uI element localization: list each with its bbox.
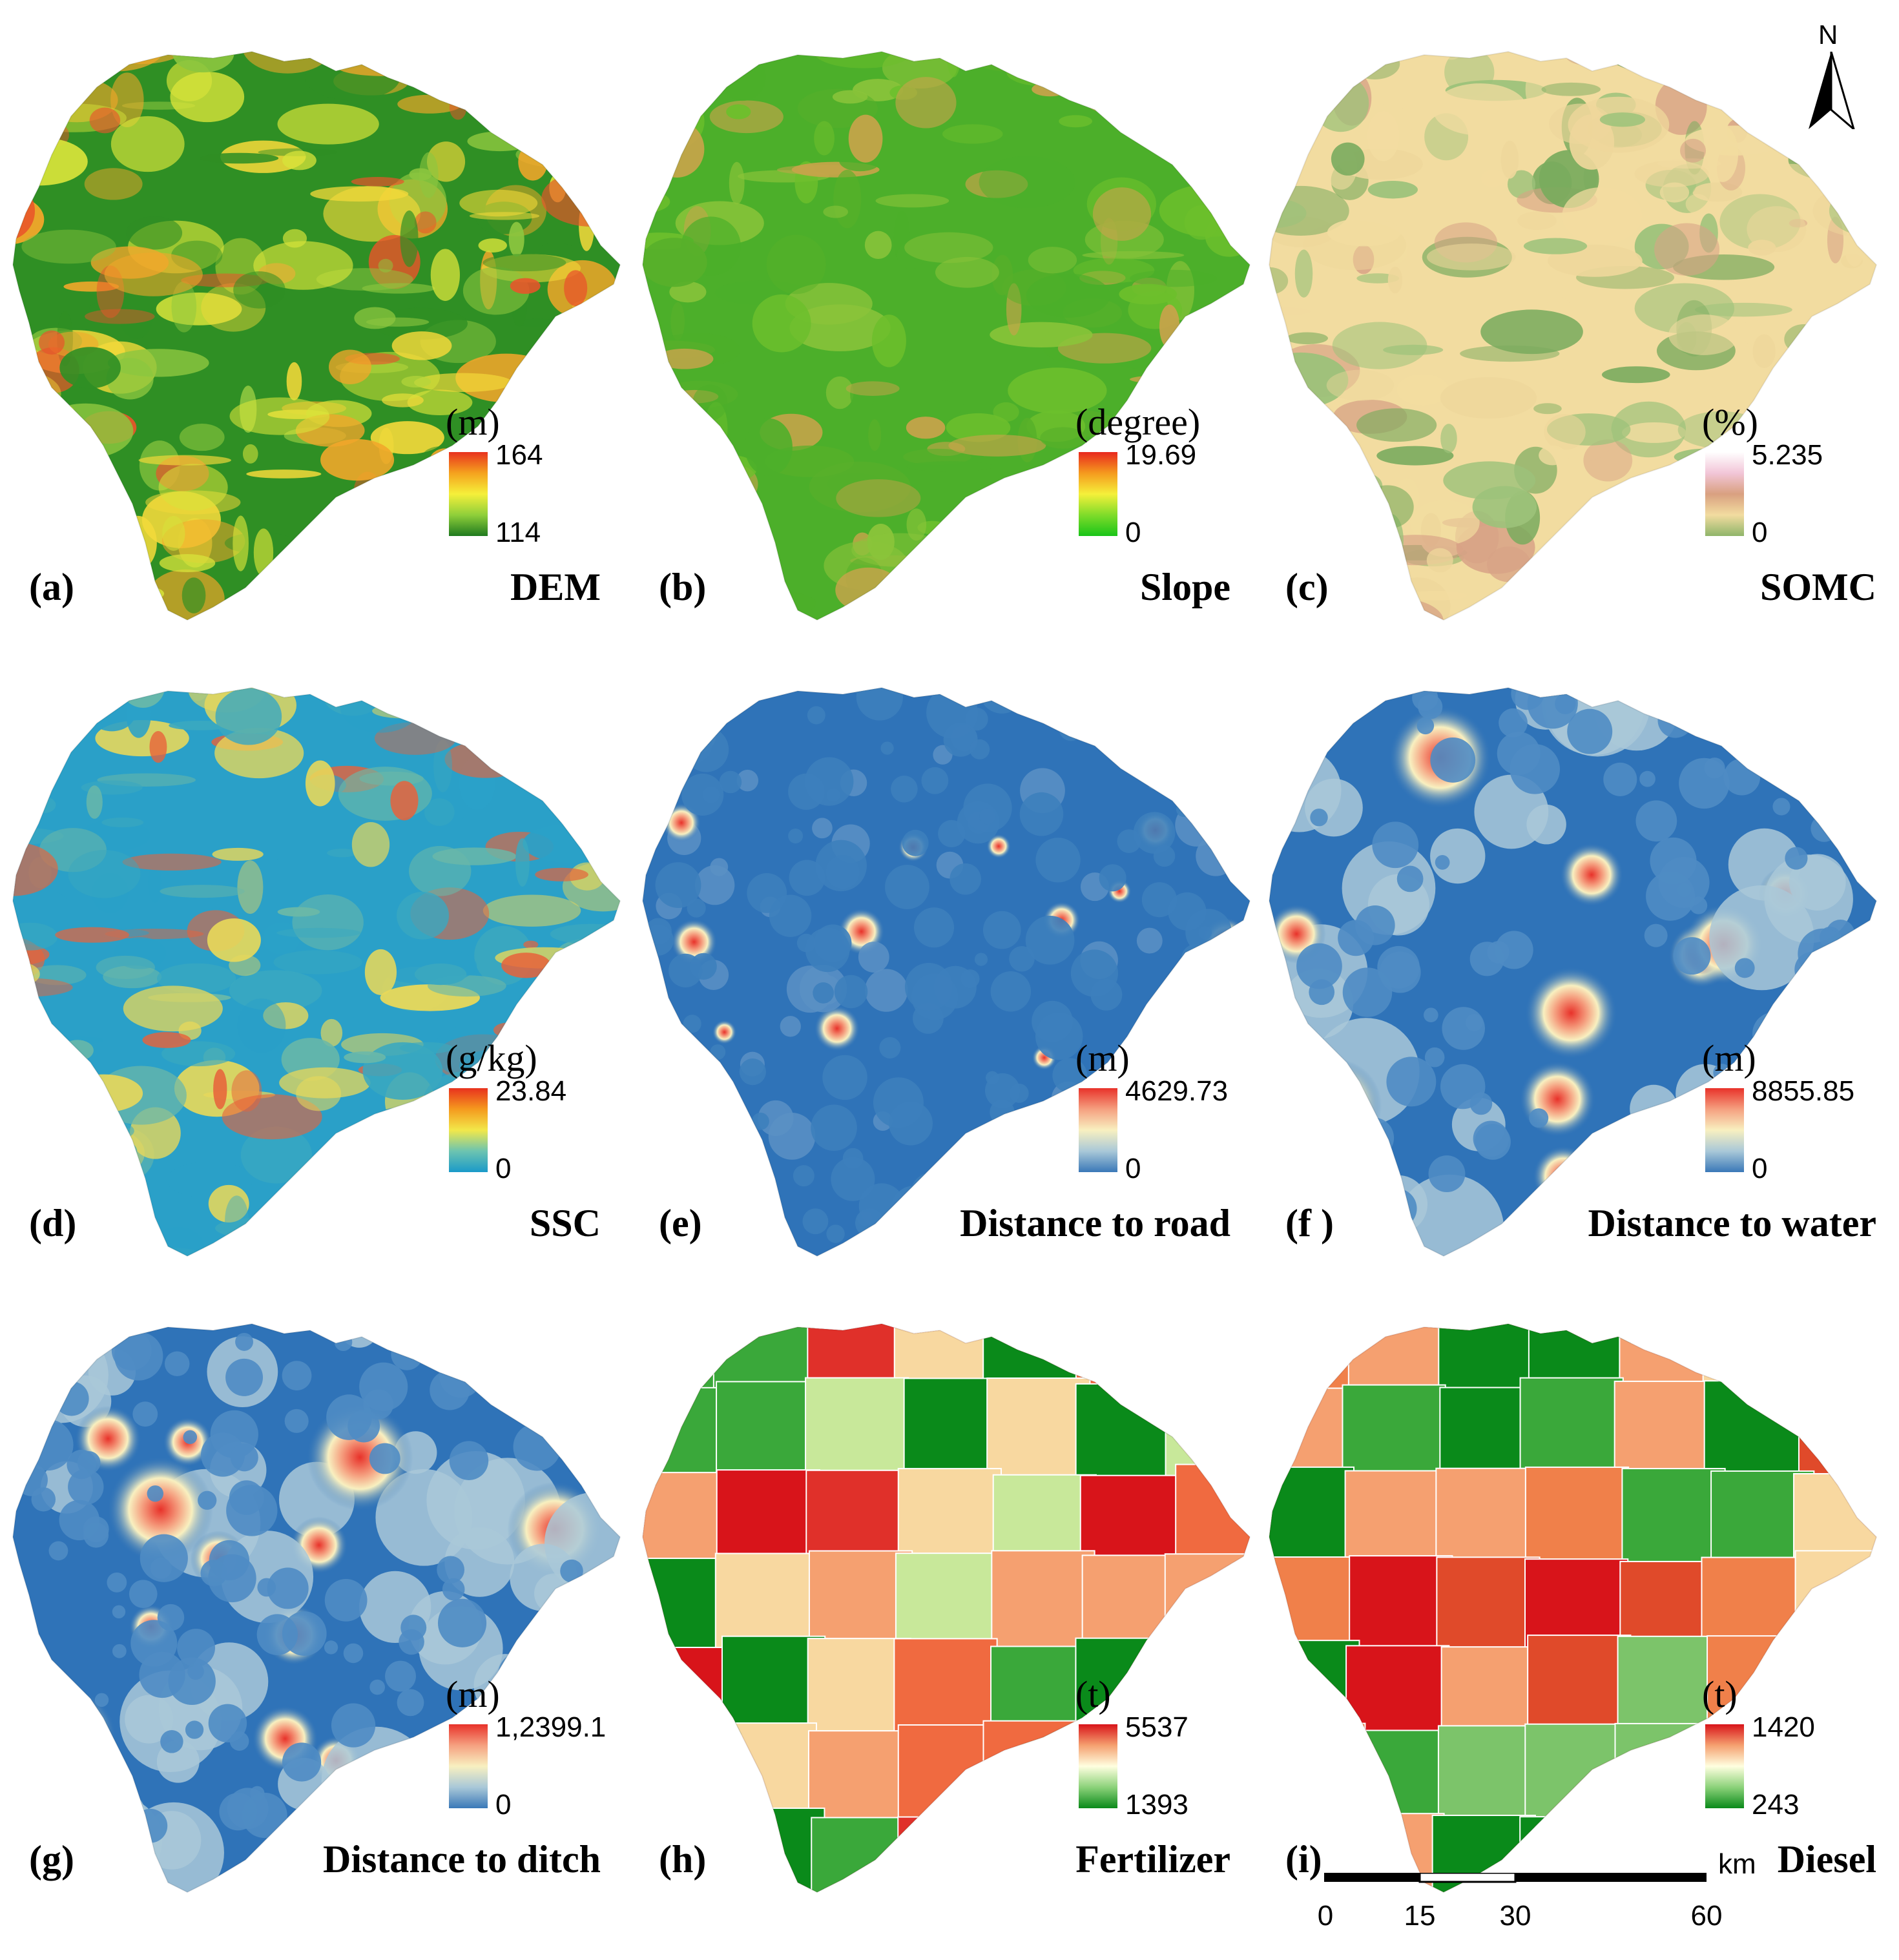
panel-label: (g): [29, 1838, 74, 1881]
map-panel: (g/kg) 23.84 0 (d) SSC: [0, 636, 630, 1272]
legend-min-value: 114: [495, 517, 541, 548]
legend-min-value: 0: [495, 1153, 512, 1184]
legend-colorbar: [1079, 1724, 1117, 1808]
north-arrow-icon: [1809, 52, 1855, 129]
legend-min-value: 243: [1752, 1789, 1800, 1821]
panel-title: Distance to water: [1588, 1202, 1876, 1244]
legend-max-value: 1420: [1752, 1711, 1815, 1743]
legend-colorbar: [449, 1088, 488, 1172]
panel-label: (d): [29, 1202, 77, 1244]
panel-label: (c): [1285, 566, 1329, 608]
map-region: [12, 1323, 621, 1893]
legend-min-value: 0: [1752, 517, 1768, 548]
map-region: [1268, 50, 1878, 621]
legend-max-value: 23.84: [495, 1075, 567, 1107]
legend-unit: (m): [446, 401, 500, 443]
panel-label: (e): [659, 1202, 702, 1244]
map-raster: [643, 52, 1250, 620]
legend-min-value: 0: [1125, 1153, 1141, 1184]
scale-bar-graphic: [1324, 1873, 1707, 1883]
map-panel: (m) 1,2399.1 0 (g) Distance to ditch: [0, 1272, 630, 1908]
map-panel: (m) 4629.73 0 (e) Distance to road: [630, 636, 1260, 1272]
legend-unit: (t): [1075, 1673, 1111, 1715]
scale-tick-60: 60: [1690, 1900, 1723, 1932]
legend-max-value: 8855.85: [1752, 1075, 1855, 1107]
map-panel: (m) 8855.85 0 (f ) Distance to water: [1256, 636, 1886, 1272]
panel-label: (h): [659, 1838, 707, 1881]
map-raster: [643, 688, 1250, 1256]
north-arrow: N: [1802, 19, 1860, 129]
panel-title: SSC: [529, 1202, 601, 1244]
panel-title: Distance to ditch: [323, 1838, 601, 1881]
legend-colorbar: [1705, 452, 1744, 536]
panel-label: (b): [659, 566, 707, 608]
panel-title: SOMC: [1760, 566, 1876, 608]
legend-unit: (m): [1075, 1037, 1130, 1079]
legend-max-value: 164: [495, 439, 543, 471]
panel-label: (a): [29, 566, 74, 608]
map-region: [641, 686, 1251, 1257]
legend-unit: (m): [1702, 1037, 1756, 1079]
legend-min-value: 1393: [1125, 1789, 1188, 1821]
map-raster: [13, 688, 620, 1256]
map-panel: (degree) 19.69 0 (b) Slope: [630, 0, 1260, 636]
map-panel: (%) 5.235 0 (c) SOMC: [1256, 0, 1886, 636]
scale-tick-15: 15: [1404, 1900, 1436, 1932]
legend-unit: (g/kg): [446, 1037, 537, 1079]
scale-tick-30: 30: [1499, 1900, 1531, 1932]
legend-colorbar: [1705, 1724, 1744, 1808]
map-panel: (m) 164 114 (a) DEM: [0, 0, 630, 636]
map-region: [1268, 686, 1878, 1257]
map-raster: [1269, 1324, 1876, 1892]
map-panel: (t) 1420 243 (i) Diesel: [1256, 1272, 1886, 1908]
panel-title: DEM: [510, 566, 601, 608]
map-region: [12, 50, 621, 621]
legend-min-value: 0: [1125, 517, 1141, 548]
panel-title: Diesel: [1777, 1838, 1876, 1881]
map-region: [641, 1323, 1251, 1893]
legend-min-value: 0: [1752, 1153, 1768, 1184]
legend-max-value: 19.69: [1125, 439, 1197, 471]
legend-max-value: 5.235: [1752, 439, 1823, 471]
panel-label: (f ): [1285, 1202, 1334, 1244]
scale-unit: km: [1718, 1848, 1756, 1880]
map-raster: [13, 52, 620, 620]
legend-colorbar: [449, 452, 488, 536]
legend-unit: (t): [1702, 1673, 1738, 1715]
legend-unit: (m): [446, 1673, 500, 1715]
panel-title: Slope: [1139, 566, 1230, 608]
map-raster: [1269, 52, 1876, 620]
map-region: [1268, 1323, 1878, 1893]
scale-bar: km 0 15 30 60: [1318, 1848, 1776, 1950]
panel-title: Fertilizer: [1075, 1838, 1230, 1881]
map-panel: (t) 5537 1393 (h) Fertilizer: [630, 1272, 1260, 1908]
map-region: [641, 50, 1251, 621]
legend-colorbar: [1705, 1088, 1744, 1172]
legend-min-value: 0: [495, 1789, 512, 1821]
map-region: [12, 686, 621, 1257]
north-letter: N: [1818, 19, 1838, 50]
legend-colorbar: [1079, 1088, 1117, 1172]
legend-unit: (%): [1702, 401, 1758, 443]
legend-max-value: 5537: [1125, 1711, 1188, 1743]
panel-label: (i): [1285, 1838, 1322, 1881]
map-raster: [1269, 688, 1876, 1256]
map-raster: [643, 1324, 1250, 1892]
legend-max-value: 4629.73: [1125, 1075, 1229, 1107]
panel-title: Distance to road: [960, 1202, 1230, 1244]
scale-tick-0: 0: [1317, 1900, 1334, 1932]
legend-colorbar: [449, 1724, 488, 1808]
legend-colorbar: [1079, 452, 1117, 536]
legend-unit: (degree): [1075, 401, 1201, 443]
legend-max-value: 1,2399.1: [495, 1711, 607, 1743]
